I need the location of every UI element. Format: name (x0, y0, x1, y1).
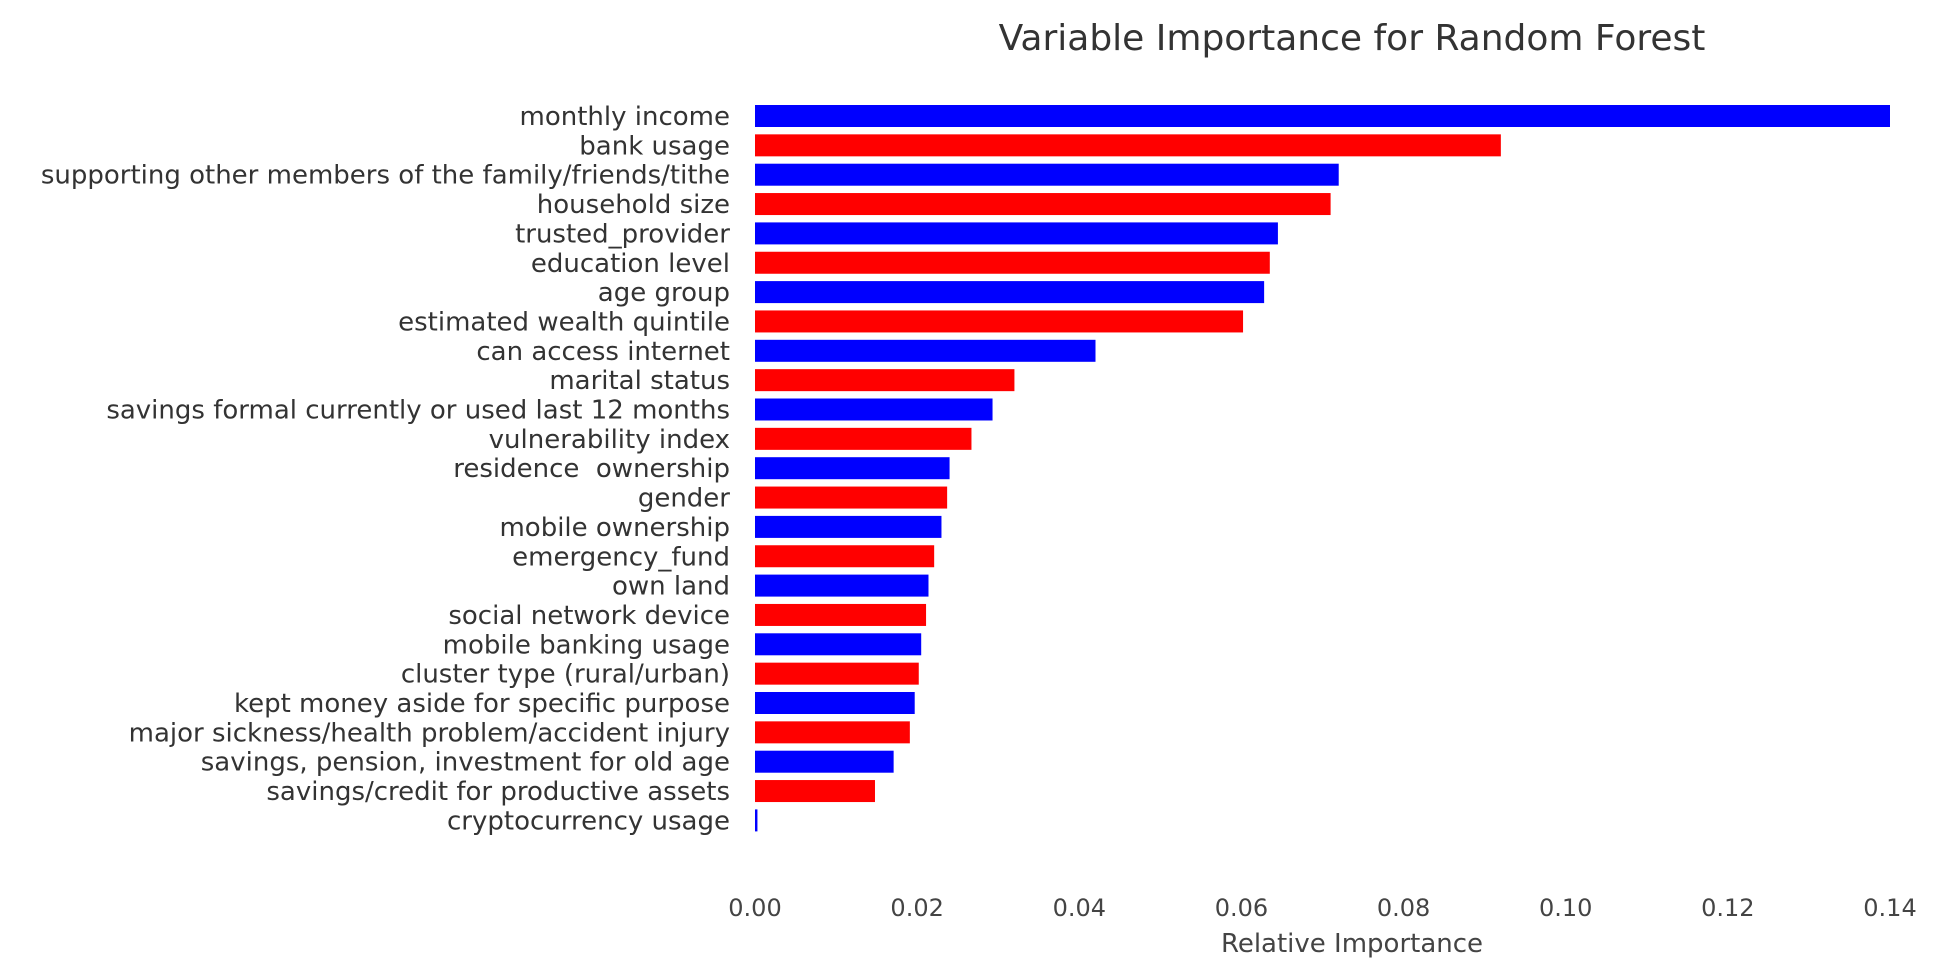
bar (755, 281, 1265, 304)
category-label: household size (537, 190, 730, 220)
bar (755, 310, 1244, 333)
bar (755, 134, 1501, 157)
bar (755, 780, 875, 803)
bar (755, 721, 910, 744)
category-label: savings formal currently or used last 12… (106, 396, 730, 426)
bar (755, 193, 1331, 216)
bar (755, 692, 915, 714)
x-axis-label: Relative Importance (1221, 929, 1483, 959)
x-tick-label: 0.00 (728, 894, 781, 922)
category-label: monthly income (520, 102, 731, 132)
category-label: savings, pension, investment for old age (201, 748, 730, 778)
category-label: vulnerability index (489, 425, 730, 455)
bar (755, 486, 948, 509)
bar (755, 750, 894, 773)
x-tick-label: 0.02 (890, 894, 943, 922)
category-label: trusted_provider (515, 219, 730, 249)
bar (755, 545, 935, 568)
category-label: social network device (448, 601, 730, 631)
category-label: kept money aside for specific purpose (234, 689, 730, 719)
bar (755, 809, 758, 832)
bar (755, 222, 1278, 245)
category-label: age group (598, 278, 730, 308)
bar (755, 633, 922, 656)
bar (755, 369, 1015, 392)
category-label: emergency_fund (512, 542, 730, 572)
category-label: residence ownership (453, 454, 730, 484)
category-label: supporting other members of the family/f… (41, 161, 730, 191)
category-label: education level (531, 249, 730, 279)
category-label: bank usage (579, 131, 730, 161)
category-label: mobile banking usage (443, 630, 730, 660)
chart-title: Variable Importance for Random Forest (999, 18, 1706, 59)
category-label: estimated wealth quintile (398, 307, 730, 337)
category-label: can access internet (476, 337, 730, 367)
bar (755, 251, 1270, 274)
bar (755, 457, 950, 480)
bar (755, 163, 1339, 186)
x-tick-label: 0.14 (1863, 894, 1916, 922)
category-label: gender (638, 484, 730, 514)
x-axis-ticks-group: 0.00 0.02 0.04 0.06 0.08 0.10 0.12 0.14 (728, 894, 1916, 922)
bar (755, 105, 1890, 127)
bar (755, 398, 993, 421)
category-label: mobile ownership (499, 513, 730, 543)
bars-group (755, 105, 1890, 832)
x-tick-label: 0.08 (1377, 894, 1430, 922)
bar (755, 662, 919, 685)
x-tick-label: 0.06 (1215, 894, 1268, 922)
category-label: cluster type (rural/urban) (401, 660, 730, 690)
bar (755, 574, 929, 597)
bar (755, 515, 942, 538)
bar (755, 427, 972, 450)
category-label: savings/credit for productive assets (266, 777, 730, 807)
x-tick-label: 0.10 (1539, 894, 1592, 922)
category-label: own land (612, 572, 730, 602)
category-label: major sickness/health problem/accident i… (129, 718, 730, 748)
bar (755, 603, 927, 626)
x-tick-label: 0.12 (1701, 894, 1754, 922)
bar (755, 339, 1096, 362)
category-label: cryptocurrency usage (447, 806, 730, 836)
x-tick-label: 0.04 (1053, 894, 1106, 922)
category-label: marital status (549, 366, 730, 396)
